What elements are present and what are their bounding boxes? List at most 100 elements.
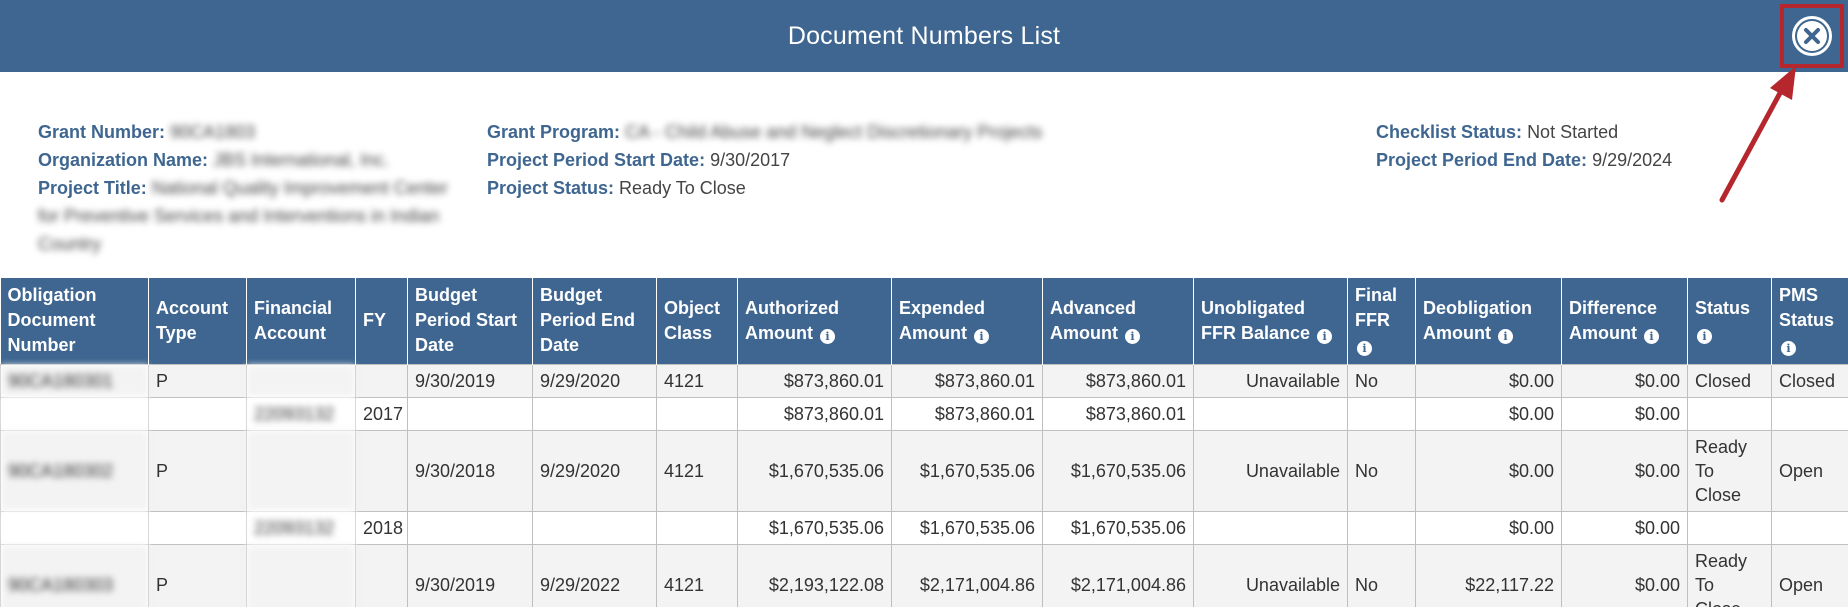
table-cell: [1771, 396, 1848, 431]
dialog-header: Document Numbers List: [0, 0, 1848, 72]
table-cell: 9/30/2019: [407, 543, 533, 607]
table-subrow[interactable]: 22093132 2018 $1,670,535.06 $1,670,535.06 $1…: [0, 510, 1848, 545]
table-cell: 22093132: [246, 396, 356, 431]
table-cell: [1347, 396, 1416, 431]
col-deobligation-amount[interactable]: Deobligation Amount i: [1415, 278, 1562, 364]
project-status-row: Project Status: Ready To Close: [487, 174, 1042, 202]
grant-program-row: Grant Program: CA - Child Abuse and Negl…: [487, 118, 1042, 146]
table-cell: $0.00: [1561, 543, 1688, 607]
col-obligation-document-number[interactable]: Obligation Document Number: [0, 278, 149, 364]
table-cell: [407, 396, 533, 431]
header-label: Deobligation Amount: [1423, 297, 1532, 343]
table-cell: No: [1347, 543, 1416, 607]
info-circle-icon[interactable]: i: [974, 328, 989, 344]
col-budget-period-end-date[interactable]: Budget Period End Date: [532, 278, 657, 364]
project-period-start-label: Project Period Start Date:: [487, 150, 706, 170]
col-advanced-amount[interactable]: Advanced Amount i: [1042, 278, 1194, 364]
organization-name-value: JBS International, Inc.: [213, 150, 390, 170]
table-cell: 90CA180303: [0, 543, 149, 607]
checklist-status-value: Not Started: [1527, 122, 1619, 142]
table-cell: $1,670,535.06: [1042, 510, 1194, 545]
col-account-type[interactable]: Account Type: [148, 278, 247, 364]
info-circle-icon[interactable]: i: [1357, 341, 1372, 357]
table-cell: No: [1347, 429, 1416, 512]
col-budget-period-start-date[interactable]: Budget Period Start Date: [407, 278, 533, 364]
info-circle-icon[interactable]: i: [1317, 328, 1333, 344]
table-cell: $0.00: [1415, 363, 1562, 398]
grant-info-column-3: Checklist Status: Not Started Project Pe…: [1376, 118, 1672, 174]
table-cell: 4121: [656, 543, 738, 607]
table-cell: $0.00: [1415, 429, 1562, 512]
header-label: Unobligated FFR Balance: [1201, 297, 1311, 343]
header-label: Obligation Document Number: [7, 285, 97, 356]
table-cell: Closed: [1687, 363, 1772, 398]
header-label: Authorized Amount: [745, 297, 839, 343]
table-cell: Open: [1771, 429, 1848, 512]
table-cell: [355, 543, 408, 607]
organization-name-row: Organization Name: JBS International, In…: [38, 146, 468, 174]
col-expended-amount[interactable]: Expended Amount i: [891, 278, 1043, 364]
info-circle-icon[interactable]: i: [820, 328, 835, 344]
info-circle-icon[interactable]: i: [1644, 328, 1659, 344]
table-cell: 90CA180301: [0, 363, 149, 398]
col-object-class[interactable]: Object Class: [656, 278, 738, 364]
table-cell: $873,860.01: [891, 363, 1043, 398]
table-cell: P: [148, 543, 247, 607]
table-cell: [148, 510, 247, 545]
table-cell: Unavailable: [1193, 543, 1348, 607]
table-cell: Ready To Close: [1687, 543, 1772, 607]
header-label: Final FFR: [1355, 285, 1398, 331]
table-cell: [1347, 510, 1416, 545]
info-circle-icon[interactable]: i: [1498, 328, 1513, 344]
grant-number-label: Grant Number:: [38, 122, 166, 142]
project-period-start-value: 9/30/2017: [710, 150, 791, 170]
project-period-end-label: Project Period End Date:: [1376, 150, 1588, 170]
table-cell: 2017: [355, 396, 408, 431]
header-label: Account Type: [156, 297, 228, 343]
info-circle-icon[interactable]: i: [1781, 341, 1796, 357]
table-cell: [355, 363, 408, 398]
col-difference-amount[interactable]: Difference Amount i: [1561, 278, 1688, 364]
table-cell: [1687, 396, 1772, 431]
header-label: Difference Amount: [1569, 297, 1658, 343]
col-fy[interactable]: FY: [355, 278, 408, 364]
table-cell: 2018: [355, 510, 408, 545]
grant-number-value: 90CA1803: [170, 122, 256, 142]
table-cell: [0, 510, 149, 545]
table-cell: [1771, 510, 1848, 545]
organization-name-label: Organization Name:: [38, 150, 209, 170]
header-label: Financial Account: [254, 297, 333, 343]
table-row[interactable]: 90CA180301 P 9/30/2019 9/29/2020 4121 $873,86…: [0, 363, 1848, 398]
table-cell: Unavailable: [1193, 363, 1348, 398]
close-button[interactable]: [1792, 16, 1832, 56]
table-cell: [1193, 396, 1348, 431]
table-cell: $1,670,535.06: [891, 429, 1043, 512]
table-subrow[interactable]: 22093132 2017 $873,860.01 $873,860.01 $873,8…: [0, 396, 1848, 431]
project-status-label: Project Status:: [487, 178, 615, 198]
table-cell: [246, 429, 356, 512]
col-pms-status[interactable]: PMS Status i: [1771, 278, 1848, 364]
table-row[interactable]: 90CA180303 P 9/30/2019 9/29/2022 4121 $2,193,…: [0, 543, 1848, 607]
table-cell: $0.00: [1561, 396, 1688, 431]
annotation-arrow-icon: [1719, 66, 1796, 203]
col-status[interactable]: Status i: [1687, 278, 1772, 364]
col-authorized-amount[interactable]: Authorized Amount i: [737, 278, 892, 364]
table-cell: [532, 510, 657, 545]
table-cell: $1,670,535.06: [737, 510, 892, 545]
col-final-ffr[interactable]: Final FFR i: [1347, 278, 1416, 364]
table-cell: $873,860.01: [1042, 396, 1194, 431]
table-cell: $2,171,004.86: [891, 543, 1043, 607]
table-cell: $873,860.01: [737, 396, 892, 431]
col-financial-account[interactable]: Financial Account: [246, 278, 356, 364]
table-cell: [532, 396, 657, 431]
col-unobligated-ffr-balance[interactable]: Unobligated FFR Balance i: [1193, 278, 1348, 364]
table-cell: [1193, 510, 1348, 545]
info-circle-icon[interactable]: i: [1697, 328, 1712, 344]
project-title-row: Project Title: National Quality Improvem…: [38, 174, 468, 258]
table-cell: P: [148, 429, 247, 512]
grant-number-row: Grant Number: 90CA1803: [38, 118, 468, 146]
project-period-end-row: Project Period End Date: 9/29/2024: [1376, 146, 1672, 174]
table-row[interactable]: 90CA180302 P 9/30/2018 9/29/2020 4121 $1,670,…: [0, 429, 1848, 512]
table-cell: $1,670,535.06: [737, 429, 892, 512]
info-circle-icon[interactable]: i: [1125, 328, 1140, 344]
